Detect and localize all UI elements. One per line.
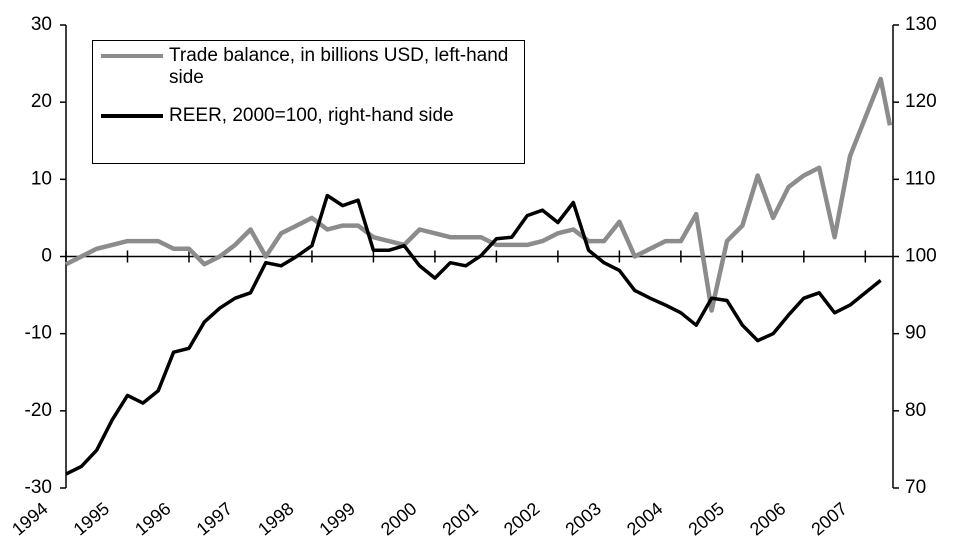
x-tick-label: 2002 — [500, 498, 544, 539]
x-tick-label: 2005 — [684, 498, 728, 539]
x-tick-label: 1997 — [193, 498, 237, 539]
legend-entry: Trade balance, in billions USD, left-han… — [101, 45, 521, 89]
y-tick-label: -10 — [25, 323, 52, 344]
y2-tick-label: 130 — [905, 14, 937, 35]
legend-label: Trade balance, in billions USD, left-han… — [169, 45, 509, 88]
legend-swatch — [101, 114, 163, 118]
y2-tick-label: 70 — [905, 477, 926, 498]
series-line — [64, 76, 893, 313]
x-tick-label: 1994 — [8, 498, 52, 539]
x-tick-label: 2007 — [807, 498, 851, 539]
x-tick-label: 2003 — [561, 498, 605, 539]
legend-label: REER, 2000=100, right-hand side — [169, 105, 454, 126]
y2-tick-label: 110 — [905, 168, 935, 189]
x-tick-label: 2000 — [377, 498, 421, 539]
x-tick-label: 2006 — [746, 498, 790, 539]
y-tick-label: 10 — [31, 168, 52, 189]
legend: Trade balance, in billions USD, left-han… — [92, 40, 525, 164]
x-tick-label: 1995 — [70, 498, 114, 539]
x-tick-label: 2001 — [438, 498, 482, 539]
y-tick-label: 0 — [41, 246, 52, 267]
y2-tick-label: 90 — [905, 323, 926, 344]
x-tick-label: 1996 — [131, 498, 175, 539]
y-tick-label: 30 — [31, 14, 52, 35]
legend-entry: REER, 2000=100, right-hand side — [101, 105, 521, 127]
y-tick-label: -30 — [25, 477, 52, 498]
y2-tick-label: 100 — [905, 246, 937, 267]
y-tick-label: -20 — [25, 400, 52, 421]
y2-tick-label: 80 — [905, 400, 926, 421]
x-tick-label: 1998 — [254, 498, 298, 539]
x-tick-label: 2004 — [623, 498, 667, 539]
x-tick-label: 1999 — [316, 498, 360, 539]
series-line — [65, 193, 882, 476]
y2-tick-label: 120 — [905, 91, 937, 112]
legend-swatch — [101, 54, 163, 58]
y-tick-label: 20 — [31, 91, 52, 112]
